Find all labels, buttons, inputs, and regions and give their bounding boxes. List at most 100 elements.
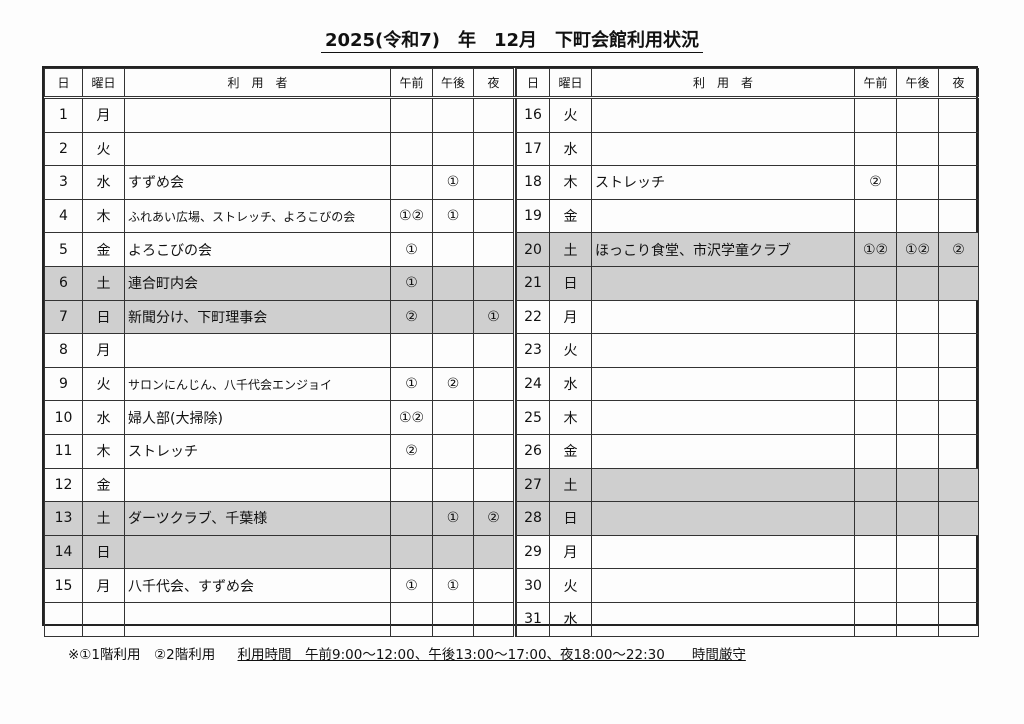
cell-weekday: 水: [82, 400, 125, 435]
cell-night: [938, 467, 979, 503]
cell-day: 11: [44, 433, 83, 469]
cell-afternoon: [896, 97, 939, 133]
cell-user: ほっこり食堂、市沢学童クラブ: [591, 232, 855, 267]
cell-user: [591, 265, 855, 301]
cell-day: 4: [44, 198, 83, 234]
table-row: 30 火: [516, 568, 979, 603]
hours-note: 利用時間 午前9:00～12:00、午後13:00～17:00、夜18:00～2…: [237, 647, 746, 663]
cell-weekday: 月: [549, 534, 592, 570]
table-row: 17 水: [516, 131, 979, 167]
cell-afternoon: ①: [432, 165, 474, 200]
cell-day: 20: [516, 232, 550, 267]
cell-day: 13: [44, 501, 83, 536]
cell-day: 17: [516, 131, 550, 167]
table-row: 12 金: [44, 467, 515, 503]
cell-morning: [854, 333, 897, 368]
cell-night: [473, 534, 515, 570]
cell-user: [591, 433, 855, 469]
cell-afternoon: [896, 198, 939, 234]
table-row: 9 火サロンにんじん、八千代会エンジョイ ① ②: [44, 366, 515, 402]
header-morning: 午前: [390, 68, 433, 99]
cell-afternoon: [896, 333, 939, 368]
cell-morning: [854, 501, 897, 536]
cell-night: [938, 97, 979, 133]
cell-afternoon: [896, 299, 939, 335]
table-row: 18 木ストレッチ ②: [516, 165, 979, 200]
cell-night: [938, 165, 979, 200]
cell-afternoon: ①: [432, 501, 474, 536]
cell-user: [591, 534, 855, 570]
table-row: 13 土ダーツクラブ、千葉様 ① ②: [44, 501, 515, 536]
cell-user: サロンにんじん、八千代会エンジョイ: [124, 366, 391, 402]
cell-night: [473, 232, 515, 267]
cell-afternoon: ②: [432, 366, 474, 402]
usage-table-days-16-31: 日曜日利 用 者午前 午後夜 16 火 17 水 18 木ストレッチ ② 19 金 20 土ほっこり食堂…: [516, 68, 979, 637]
cell-weekday: 金: [549, 433, 592, 469]
cell-day: 25: [516, 400, 550, 435]
cell-night: [473, 467, 515, 503]
cell-user: すずめ会: [124, 165, 391, 200]
cell-user: 新聞分け、下町理事会: [124, 299, 391, 335]
cell-morning: [390, 97, 433, 133]
cell-day: 28: [516, 501, 550, 536]
cell-night: [473, 198, 515, 234]
header-day: 日: [516, 68, 550, 99]
cell-user: [124, 131, 391, 167]
cell-weekday: 土: [549, 467, 592, 503]
cell-night: [938, 198, 979, 234]
cell-day: 22: [516, 299, 550, 335]
table-row: 16 火: [516, 97, 979, 133]
cell-morning: [854, 265, 897, 301]
cell-day: 2: [44, 131, 83, 167]
table-row: 7 日新聞分け、下町理事会 ② ①: [44, 299, 515, 335]
cell-afternoon: [432, 265, 474, 301]
header-user: 利 用 者: [124, 68, 391, 99]
cell-weekday: 日: [549, 265, 592, 301]
header-weekday: 曜日: [82, 68, 125, 99]
cell-user: [124, 333, 391, 368]
cell-day: 10: [44, 400, 83, 435]
table-row: 28 日: [516, 501, 979, 536]
usage-table: 日曜日利 用 者午前 午後夜 1 月 2 火 3 水すずめ会 ① 4 木ふれあい広場、ストレッチ、よ…: [42, 66, 979, 637]
header-row: 日曜日利 用 者午前 午後夜: [44, 68, 515, 99]
cell-user: ダーツクラブ、千葉様: [124, 501, 391, 536]
document-title: 2025(令和7) 年 12月 下町会館利用状況: [0, 26, 1024, 53]
cell-day: 7: [44, 299, 83, 335]
table-row: 15 月八千代会、すずめ会 ① ①: [44, 568, 515, 603]
cell-night: ②: [473, 501, 515, 536]
usage-table-days-1-15: 日曜日利 用 者午前 午後夜 1 月 2 火 3 水すずめ会 ① 4 木ふれあい広場、ストレッチ、よ…: [44, 68, 516, 637]
cell-weekday: 日: [549, 501, 592, 536]
cell-morning: [854, 534, 897, 570]
table-row: 6 土連合町内会 ①: [44, 265, 515, 301]
cell-user: 婦人部(大掃除): [124, 400, 391, 435]
cell-night: [473, 97, 515, 133]
cell-morning: [854, 131, 897, 167]
cell-night: [473, 165, 515, 200]
cell-afternoon: [432, 299, 474, 335]
cell-afternoon: [896, 601, 939, 637]
cell-user: [591, 467, 855, 503]
cell-day: 31: [516, 601, 550, 637]
cell-morning: [854, 366, 897, 402]
cell-morning: ②: [390, 433, 433, 469]
cell-day: 27: [516, 467, 550, 503]
header-night: 夜: [473, 68, 515, 99]
cell-morning: [854, 568, 897, 603]
cell-afternoon: [896, 568, 939, 603]
cell-user: [591, 366, 855, 402]
cell-morning: [854, 433, 897, 469]
table-row: 5 金よろこびの会 ①: [44, 232, 515, 267]
cell-user: [591, 601, 855, 637]
cell-weekday: 水: [82, 165, 125, 200]
cell-user: ストレッチ: [124, 433, 391, 469]
cell-day: 30: [516, 568, 550, 603]
cell-night: [473, 333, 515, 368]
cell-day: 9: [44, 366, 83, 402]
table-row: 29 月: [516, 534, 979, 570]
cell-weekday: 月: [82, 333, 125, 368]
cell-morning: [390, 501, 433, 536]
cell-day: 3: [44, 165, 83, 200]
cell-weekday: [82, 601, 125, 637]
